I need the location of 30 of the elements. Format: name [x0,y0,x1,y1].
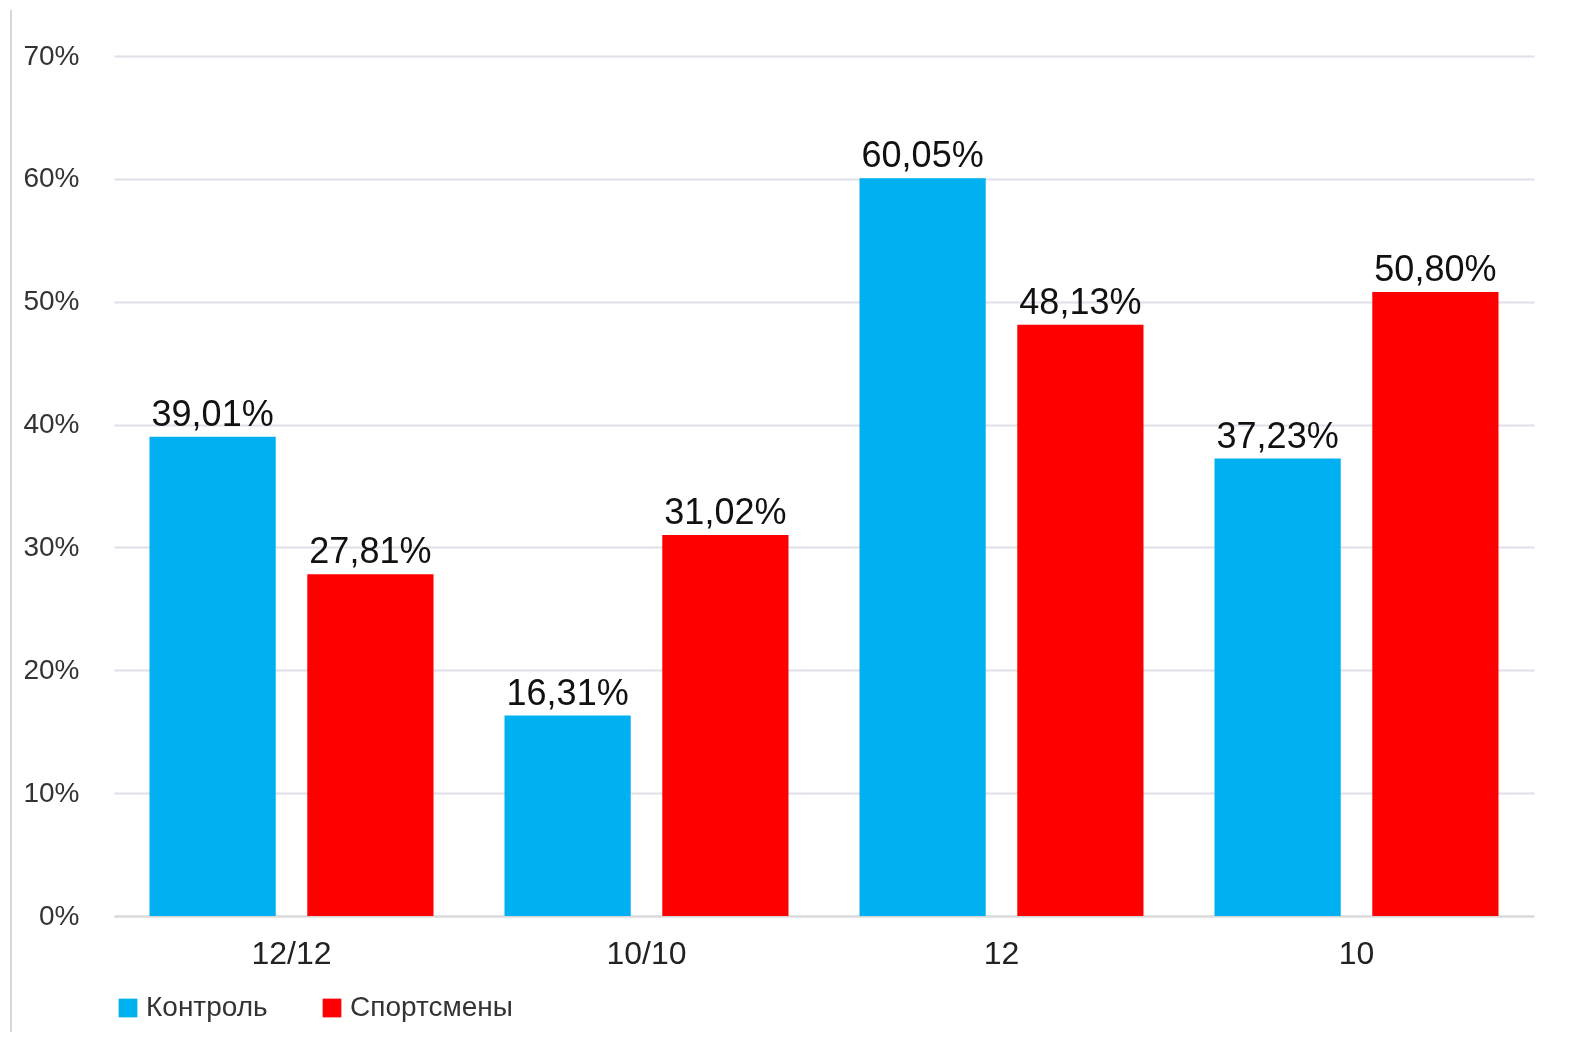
y-tick-label: 20% [23,653,80,685]
data-label: 37,23% [1216,414,1339,456]
legend-label: Спортсмены [350,991,513,1022]
bar [149,436,276,916]
data-label: 60,05% [861,134,984,176]
bar [859,178,986,916]
data-label: 50,80% [1374,247,1497,289]
bar [662,534,789,916]
bar [504,715,631,916]
x-tick-label: 12/12 [251,934,332,971]
x-tick-label: 10 [1338,934,1375,971]
y-tick-label: 50% [23,285,80,317]
data-label: 27,81% [309,530,432,572]
x-tick-label: 10/10 [606,934,687,971]
data-label: 48,13% [1019,280,1142,322]
y-tick-label: 60% [23,162,80,194]
legend-label: Контроль [146,991,268,1022]
data-label: 31,02% [664,490,787,532]
bar [1017,324,1144,916]
y-tick-label: 0% [39,899,80,931]
bar [1372,291,1499,916]
y-tick-label: 70% [23,39,80,71]
bar [1214,458,1341,916]
x-tick-label: 12 [983,934,1020,971]
data-label: 39,01% [151,392,274,434]
y-tick-label: 30% [23,530,80,562]
data-label: 16,31% [506,671,629,713]
bar [307,574,434,916]
y-tick-label: 10% [23,776,80,808]
y-tick-label: 40% [23,408,80,440]
